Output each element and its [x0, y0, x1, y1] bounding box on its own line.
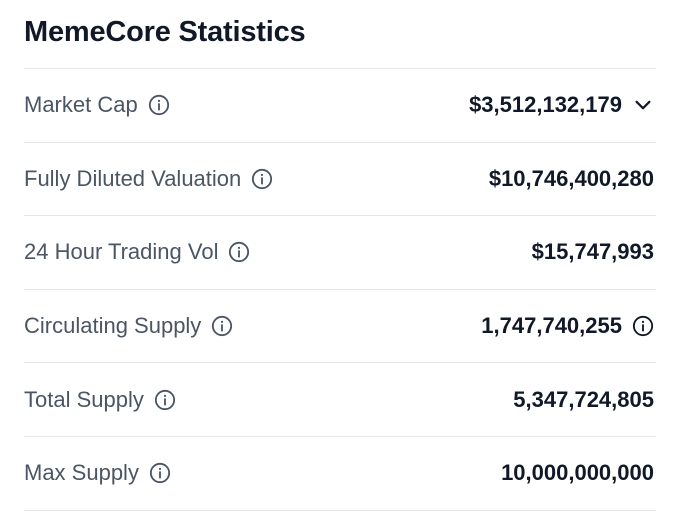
stat-value-group: $15,747,993 — [532, 238, 656, 266]
statistics-list: Market Cap $3,512,132,179 — [24, 68, 656, 511]
stat-label-group: Fully Diluted Valuation — [24, 165, 273, 193]
stat-label-group: Circulating Supply — [24, 312, 233, 340]
chevron-down-icon[interactable] — [632, 94, 654, 116]
stat-row-max-supply: Max Supply 10,000,000,000 — [24, 437, 656, 511]
stat-label: Market Cap — [24, 92, 138, 118]
stat-value: 5,347,724,805 — [513, 386, 654, 412]
stat-row-circulating-supply: Circulating Supply 1,747,740,255 — [24, 290, 656, 364]
stat-value: $10,746,400,280 — [488, 165, 654, 191]
stat-value-group: 10,000,000,000 — [501, 459, 656, 487]
stat-value: $15,747,993 — [531, 239, 654, 265]
info-icon[interactable] — [251, 168, 273, 190]
stat-label-group: Max Supply — [24, 459, 171, 487]
info-icon[interactable] — [228, 241, 250, 263]
stat-label-group: Market Cap — [24, 91, 170, 119]
stat-row-market-cap: Market Cap $3,512,132,179 — [24, 69, 656, 143]
stat-label: 24 Hour Trading Vol — [24, 239, 219, 265]
stat-label: Fully Diluted Valuation — [24, 165, 242, 191]
stat-row-total-supply: Total Supply 5,347,724,805 — [24, 363, 656, 437]
stat-value-group: $3,512,132,179 — [469, 91, 656, 119]
stat-value-group: 5,347,724,805 — [513, 386, 656, 414]
stat-row-fully-diluted-valuation: Fully Diluted Valuation $10,746,400,280 — [24, 143, 656, 217]
info-icon[interactable] — [632, 315, 654, 337]
stat-label-group: Total Supply — [24, 386, 176, 414]
info-icon[interactable] — [154, 389, 176, 411]
stat-label: Max Supply — [24, 460, 139, 486]
stat-value: $3,512,132,179 — [469, 92, 622, 118]
stat-value: 10,000,000,000 — [501, 460, 654, 486]
stat-label-group: 24 Hour Trading Vol — [24, 238, 250, 266]
stat-value-group: $10,746,400,280 — [489, 165, 656, 193]
stat-label: Total Supply — [24, 386, 144, 412]
stat-value: 1,747,740,255 — [481, 313, 622, 339]
info-icon[interactable] — [149, 462, 171, 484]
info-icon[interactable] — [148, 94, 170, 116]
stat-row-24h-trading-vol: 24 Hour Trading Vol $15,747,993 — [24, 216, 656, 290]
panel-title: MemeCore Statistics — [24, 16, 306, 48]
stat-label: Circulating Supply — [24, 313, 202, 339]
info-icon[interactable] — [211, 315, 233, 337]
stat-value-group: 1,747,740,255 — [481, 312, 656, 340]
